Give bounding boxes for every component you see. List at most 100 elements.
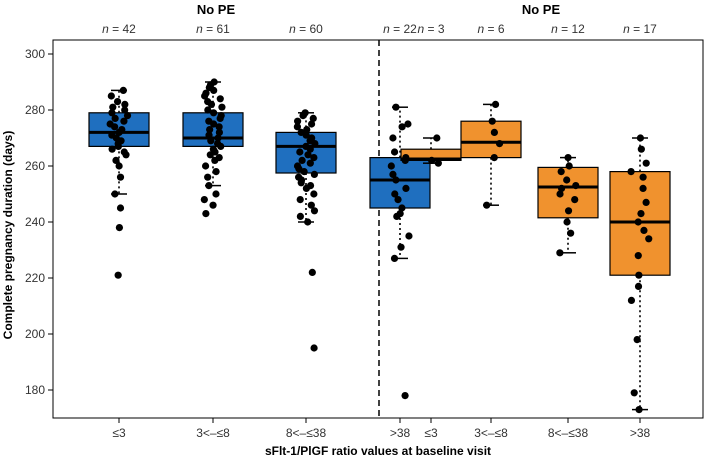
- data-point: [111, 114, 119, 122]
- data-point: [630, 389, 638, 397]
- data-point: [211, 156, 219, 164]
- y-tick-label: 220: [25, 271, 45, 285]
- labels-layer: Complete pregnancy duration (days) sFlt-…: [1, 2, 657, 458]
- data-point: [210, 120, 218, 128]
- data-point: [215, 128, 223, 136]
- data-point: [296, 148, 304, 156]
- data-point: [109, 103, 117, 111]
- data-point: [114, 271, 122, 279]
- data-point: [293, 123, 302, 131]
- data-point: [634, 218, 642, 226]
- data-point: [112, 156, 120, 164]
- data-point: [637, 210, 645, 218]
- plot-frame: [52, 39, 704, 419]
- data-point: [206, 151, 214, 159]
- data-point: [310, 190, 318, 198]
- data-point: [636, 134, 645, 142]
- data-point: [308, 268, 316, 276]
- data-point: [434, 159, 442, 167]
- data-point: [113, 98, 122, 106]
- data-point: [115, 128, 123, 136]
- data-point: [123, 112, 132, 120]
- data-point: [390, 148, 399, 156]
- x-tick-label: ≤3: [112, 426, 126, 440]
- data-point: [303, 126, 311, 134]
- data-point: [642, 198, 650, 206]
- data-point: [634, 282, 643, 290]
- data-point: [428, 156, 436, 164]
- x-axis-label: sFlt-1/PlGF ratio values at baseline vis…: [265, 444, 491, 458]
- data-point: [564, 207, 573, 215]
- n-label: n = 6: [477, 22, 504, 36]
- data-point: [307, 201, 315, 209]
- data-point: [212, 168, 220, 176]
- y-tick-label: 240: [25, 215, 45, 229]
- data-point: [565, 162, 573, 170]
- data-point: [645, 235, 653, 243]
- data-point: [392, 103, 400, 111]
- data-point: [300, 168, 308, 176]
- data-point: [642, 159, 650, 167]
- box-iqr: [460, 120, 522, 159]
- data-point: [495, 140, 504, 148]
- data-point: [405, 232, 413, 240]
- data-point: [556, 249, 564, 257]
- data-point: [634, 252, 642, 260]
- data-point: [111, 123, 119, 131]
- n-label: n = 42: [102, 22, 136, 36]
- data-point: [295, 165, 303, 173]
- data-point: [298, 156, 306, 164]
- data-point: [205, 182, 213, 190]
- x-tick-label: >38: [390, 426, 411, 440]
- data-point: [398, 123, 406, 131]
- data-point: [209, 109, 218, 117]
- data-point: [310, 344, 318, 352]
- data-point: [627, 168, 635, 176]
- data-point: [200, 196, 208, 204]
- data-point: [201, 162, 210, 170]
- data-point: [404, 120, 412, 128]
- data-point: [572, 182, 580, 190]
- data-point: [121, 106, 129, 114]
- data-point: [216, 114, 224, 122]
- y-tick-label: 300: [25, 47, 45, 61]
- data-point: [387, 162, 395, 170]
- group-title-right: No PE: [522, 2, 561, 17]
- data-point: [114, 142, 122, 150]
- data-point: [640, 226, 648, 234]
- data-point: [204, 173, 212, 181]
- n-label: n = 60: [289, 22, 323, 36]
- group-title-left: No PE: [197, 2, 236, 17]
- y-axis-label: Complete pregnancy duration (days): [1, 131, 15, 340]
- data-point: [306, 159, 314, 167]
- x-tick-label: 3<–≤8: [474, 426, 508, 440]
- x-tick-label: >38: [630, 426, 651, 440]
- data-point: [490, 128, 498, 136]
- data-point: [557, 168, 565, 176]
- data-point: [108, 109, 116, 117]
- data-point: [637, 145, 645, 153]
- data-point: [639, 173, 647, 181]
- data-point: [491, 100, 500, 108]
- data-point: [571, 196, 579, 204]
- data-point: [302, 131, 310, 139]
- data-point: [633, 336, 641, 344]
- data-point: [202, 210, 210, 218]
- data-point: [116, 173, 125, 181]
- data-point: [397, 243, 405, 251]
- data-point: [393, 212, 401, 220]
- n-label: n = 12: [551, 22, 585, 36]
- data-point: [306, 145, 314, 153]
- y-tick-label: 260: [25, 159, 45, 173]
- data-point: [309, 114, 317, 122]
- data-point: [392, 176, 400, 184]
- data-point: [391, 190, 399, 198]
- data-point: [490, 154, 498, 162]
- data-point: [401, 392, 409, 400]
- data-point: [115, 224, 124, 232]
- data-point: [556, 190, 564, 198]
- data-point: [296, 196, 304, 204]
- x-tick-label: 8<–≤38: [548, 426, 589, 440]
- points-layer: [106, 78, 653, 414]
